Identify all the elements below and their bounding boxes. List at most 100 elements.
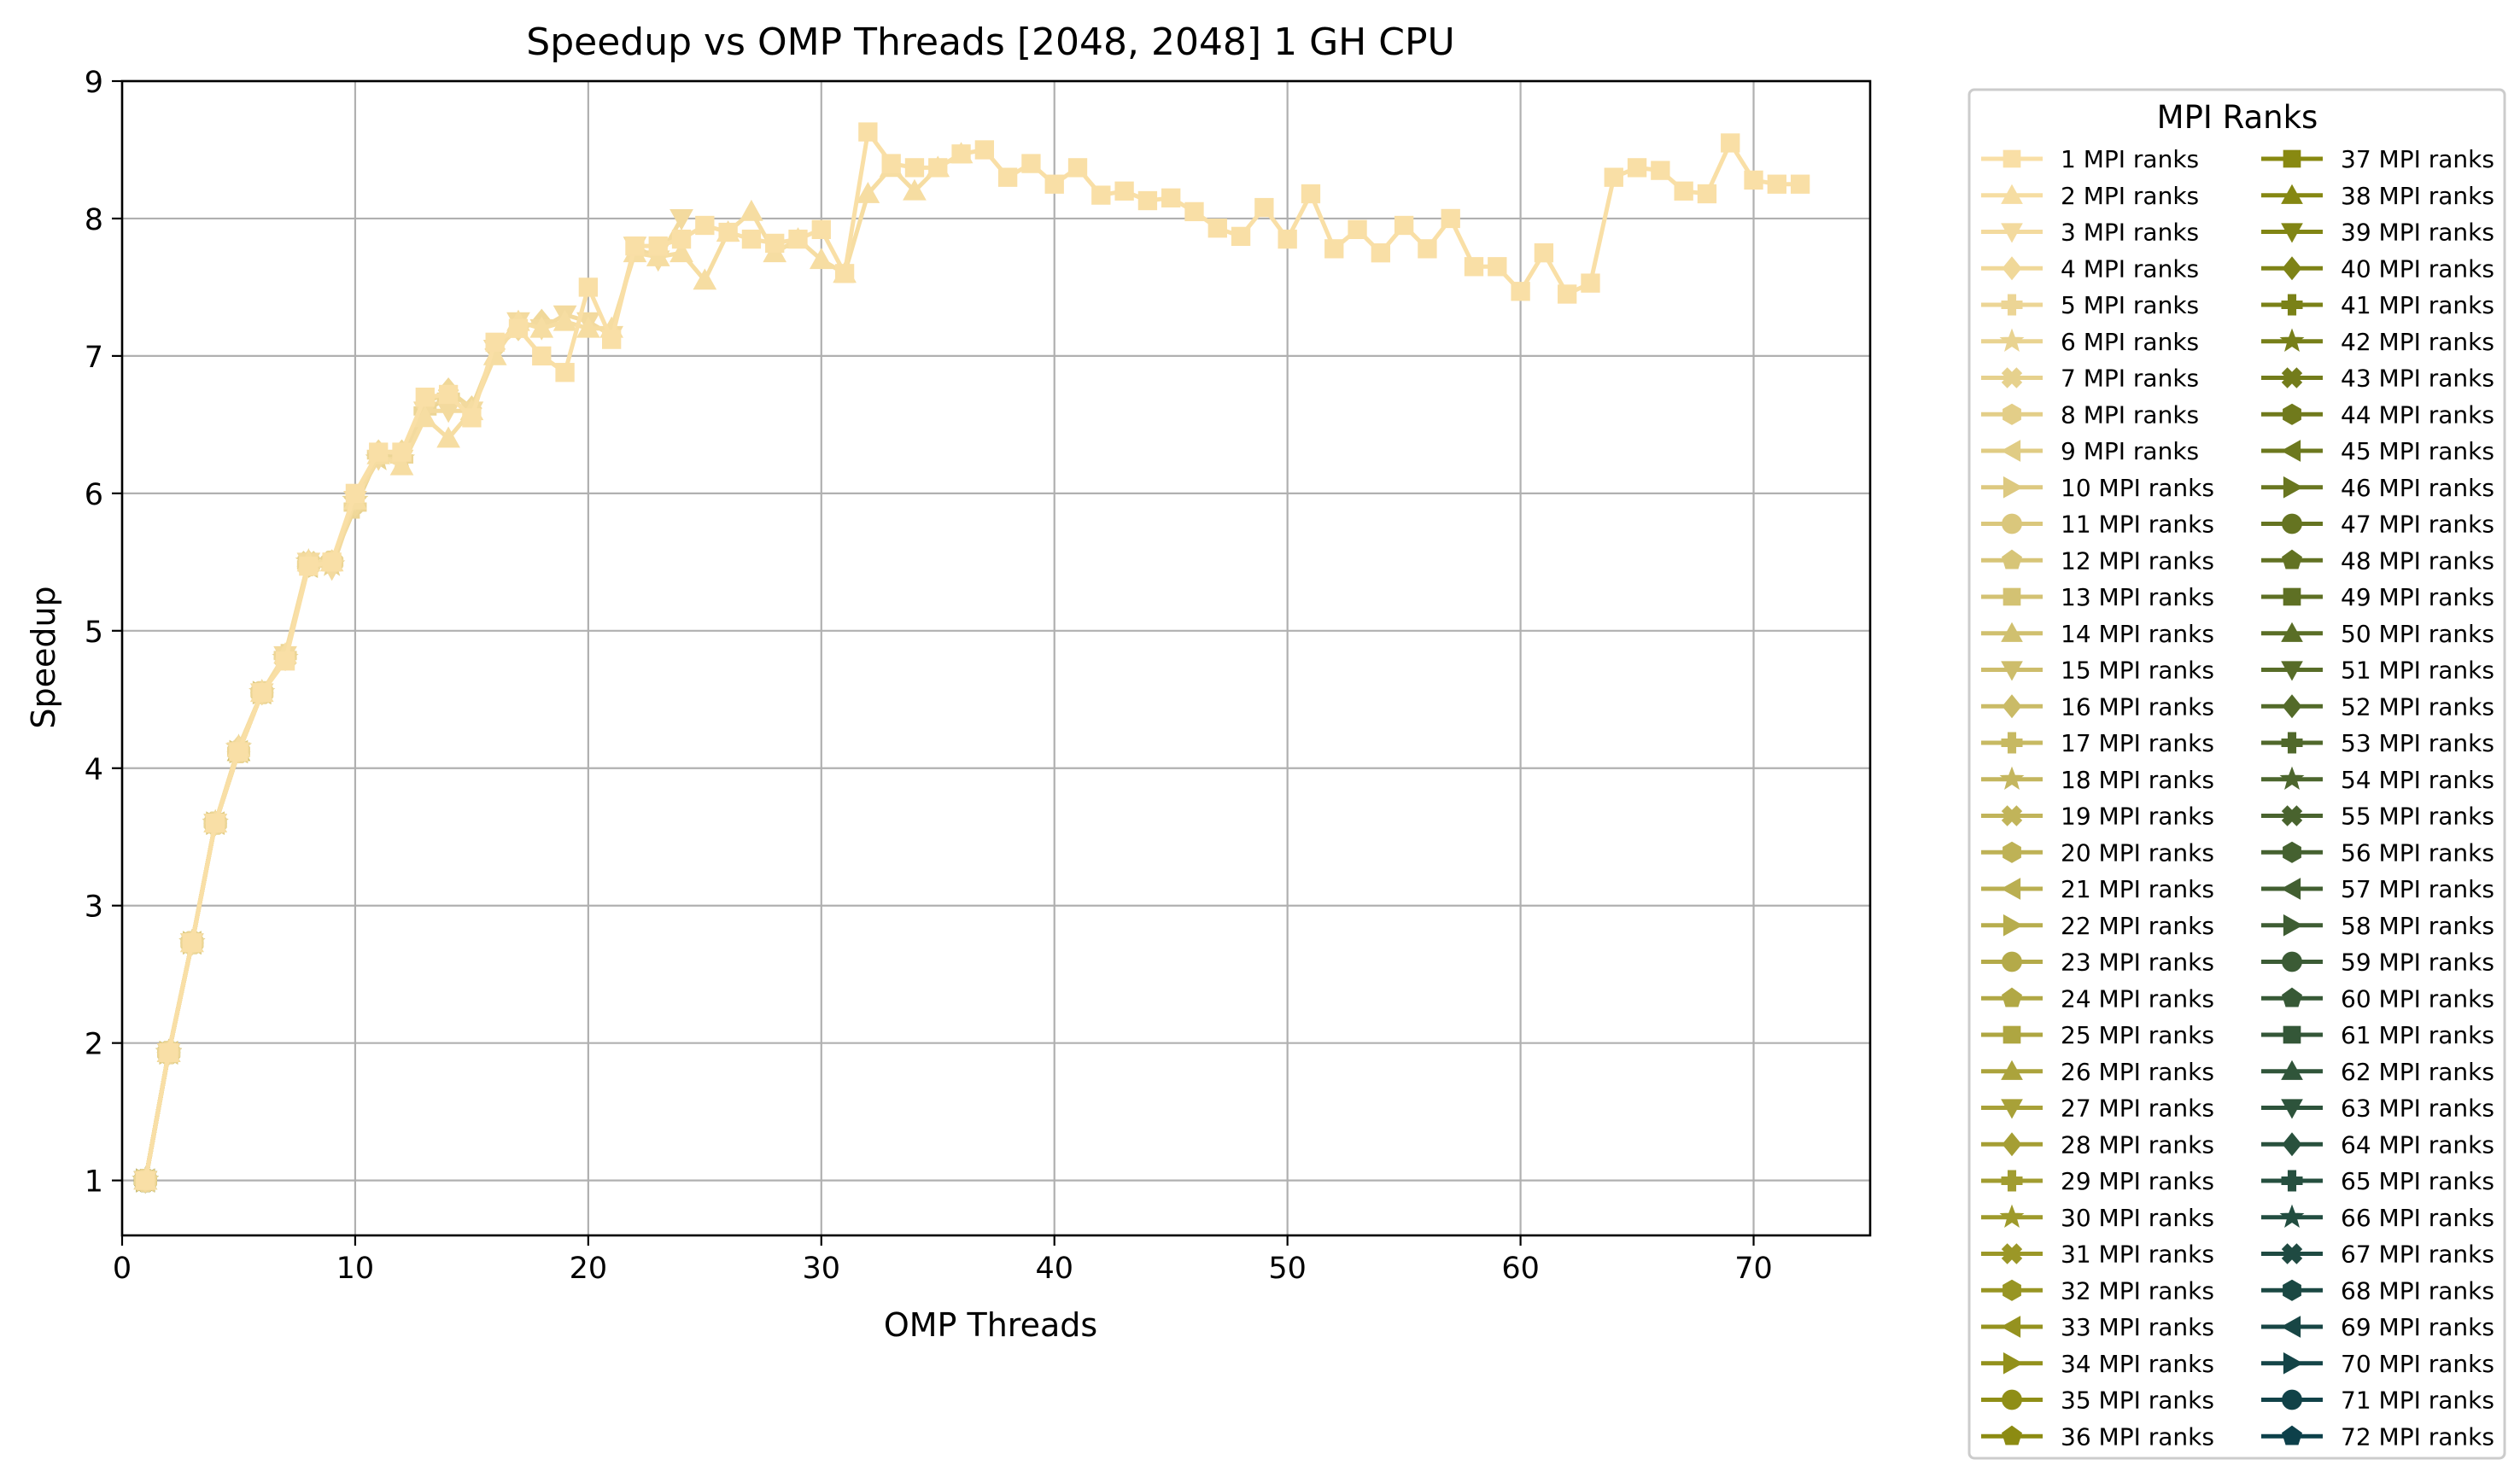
y-tick-label: 3 — [85, 890, 103, 925]
legend-marker — [2002, 1425, 2022, 1445]
legend: MPI Ranks 1 MPI ranks 2 MPI ranks 3 MPI ra… — [1967, 88, 2506, 1460]
chart-title: Speedup vs OMP Threads [2048, 2048] 1 GH… — [526, 20, 1454, 64]
legend-entry: 16 MPI ranks — [1981, 692, 2214, 721]
legend-marker — [2281, 622, 2303, 642]
data-point — [1418, 239, 1437, 259]
data-point — [718, 222, 738, 242]
legend-frame — [1967, 88, 2506, 1460]
data-point — [412, 406, 437, 428]
legend-marker — [2281, 661, 2303, 681]
legend-marker — [2283, 1352, 2304, 1375]
legend-entry: 13 MPI ranks — [1981, 583, 2214, 611]
legend-entry: 55 MPI ranks — [2261, 803, 2494, 831]
legend-marker — [2280, 1316, 2301, 1338]
data-point — [903, 178, 927, 201]
legend-label: 39 MPI ranks — [2341, 219, 2494, 247]
data-point — [462, 408, 482, 428]
legend-label: 70 MPI ranks — [2341, 1350, 2494, 1378]
legend-label: 1 MPI ranks — [2061, 145, 2199, 173]
legend-label: 7 MPI ranks — [2061, 365, 2199, 393]
data-point — [1651, 161, 1670, 180]
data-point — [1441, 208, 1460, 229]
data-point — [532, 346, 552, 366]
data-point — [1278, 229, 1297, 249]
legend-marker — [2001, 1243, 2023, 1264]
legend-marker — [2281, 1170, 2303, 1192]
x-tick-label: 70 — [1734, 1252, 1773, 1286]
axes-frame — [120, 79, 1872, 1237]
data-point — [555, 363, 575, 382]
legend-marker — [2003, 841, 2021, 863]
legend-entry: 38 MPI ranks — [2261, 182, 2494, 210]
legend-entry: 7 MPI ranks — [1981, 365, 2199, 393]
legend-entry: 42 MPI ranks — [2261, 328, 2494, 356]
legend-label: 38 MPI ranks — [2341, 182, 2494, 210]
data-point — [1207, 219, 1227, 238]
data-point — [1324, 239, 1344, 259]
legend-label: 29 MPI ranks — [2061, 1167, 2214, 1195]
data-point — [392, 442, 412, 462]
legend-entry: 3 MPI ranks — [1981, 219, 2199, 247]
data-point — [1348, 219, 1367, 239]
data-point — [646, 244, 670, 266]
legend-entry: 34 MPI ranks — [1981, 1350, 2214, 1378]
legend-entry: 58 MPI ranks — [2261, 912, 2494, 940]
x-tick-label: 0 — [113, 1252, 132, 1286]
data-point — [1184, 201, 1204, 222]
legend-marker — [2281, 732, 2303, 754]
legend-label: 65 MPI ranks — [2341, 1167, 2494, 1195]
ticks: 0 10 20 30 40 50 60 70 1 2 3 4 5 6 7 8 9 — [85, 66, 1773, 1286]
data-point — [858, 122, 878, 142]
y-tick-label: 7 — [85, 341, 103, 375]
legend-label: 35 MPI ranks — [2061, 1387, 2214, 1415]
legend-marker — [2283, 587, 2301, 606]
legend-label: 71 MPI ranks — [2341, 1387, 2494, 1415]
legend-entry: 28 MPI ranks — [1981, 1130, 2214, 1159]
legend-label: 5 MPI ranks — [2061, 291, 2199, 319]
legend-marker — [2282, 549, 2302, 569]
legend-entry: 29 MPI ranks — [1981, 1167, 2214, 1195]
legend-marker — [2000, 1316, 2021, 1338]
data-point — [369, 442, 389, 462]
legend-label: 61 MPI ranks — [2341, 1021, 2494, 1049]
legend-label: 16 MPI ranks — [2061, 692, 2214, 721]
legend-marker — [2279, 766, 2305, 791]
legend-marker — [2003, 1025, 2021, 1044]
data-point — [436, 426, 460, 448]
legend-label: 34 MPI ranks — [2061, 1350, 2214, 1378]
legend-entry: 69 MPI ranks — [2261, 1313, 2494, 1341]
legend-entry: 71 MPI ranks — [2261, 1387, 2494, 1415]
legend-entry: 30 MPI ranks — [1981, 1204, 2214, 1232]
legend-entry: 5 MPI ranks — [1981, 291, 2199, 319]
legend-label: 49 MPI ranks — [2341, 583, 2494, 611]
data-point — [1674, 181, 1693, 201]
data-point — [648, 236, 668, 256]
data-point — [625, 236, 645, 256]
data-point — [485, 332, 505, 352]
y-axis-label: Speedup — [25, 586, 62, 728]
legend-entry: 51 MPI ranks — [2261, 657, 2494, 685]
data-point — [1581, 273, 1600, 293]
legend-title: MPI Ranks — [2157, 99, 2318, 136]
legend-label: 25 MPI ranks — [2061, 1021, 2214, 1049]
legend-entry: 19 MPI ranks — [1981, 803, 2214, 831]
legend-label: 67 MPI ranks — [2341, 1241, 2494, 1269]
y-tick-label: 4 — [85, 753, 103, 787]
data-point — [811, 219, 831, 239]
legend-label: 11 MPI ranks — [2061, 511, 2214, 539]
legend-entry: 26 MPI ranks — [1981, 1058, 2214, 1086]
series-layer — [132, 122, 1810, 1194]
legend-label: 66 MPI ranks — [2341, 1204, 2494, 1232]
data-point — [856, 181, 880, 203]
data-point — [1604, 167, 1623, 187]
legend-marker — [2001, 223, 2023, 243]
data-point — [1254, 197, 1274, 218]
data-point — [1534, 243, 1554, 263]
data-point — [951, 144, 971, 164]
legend-marker — [2281, 1060, 2303, 1080]
data-point — [1371, 243, 1391, 263]
x-tick-label: 60 — [1501, 1252, 1540, 1286]
legend-entry: 14 MPI ranks — [1981, 620, 2214, 648]
legend-entry: 44 MPI ranks — [2261, 400, 2494, 429]
legend-marker — [2283, 1279, 2301, 1301]
